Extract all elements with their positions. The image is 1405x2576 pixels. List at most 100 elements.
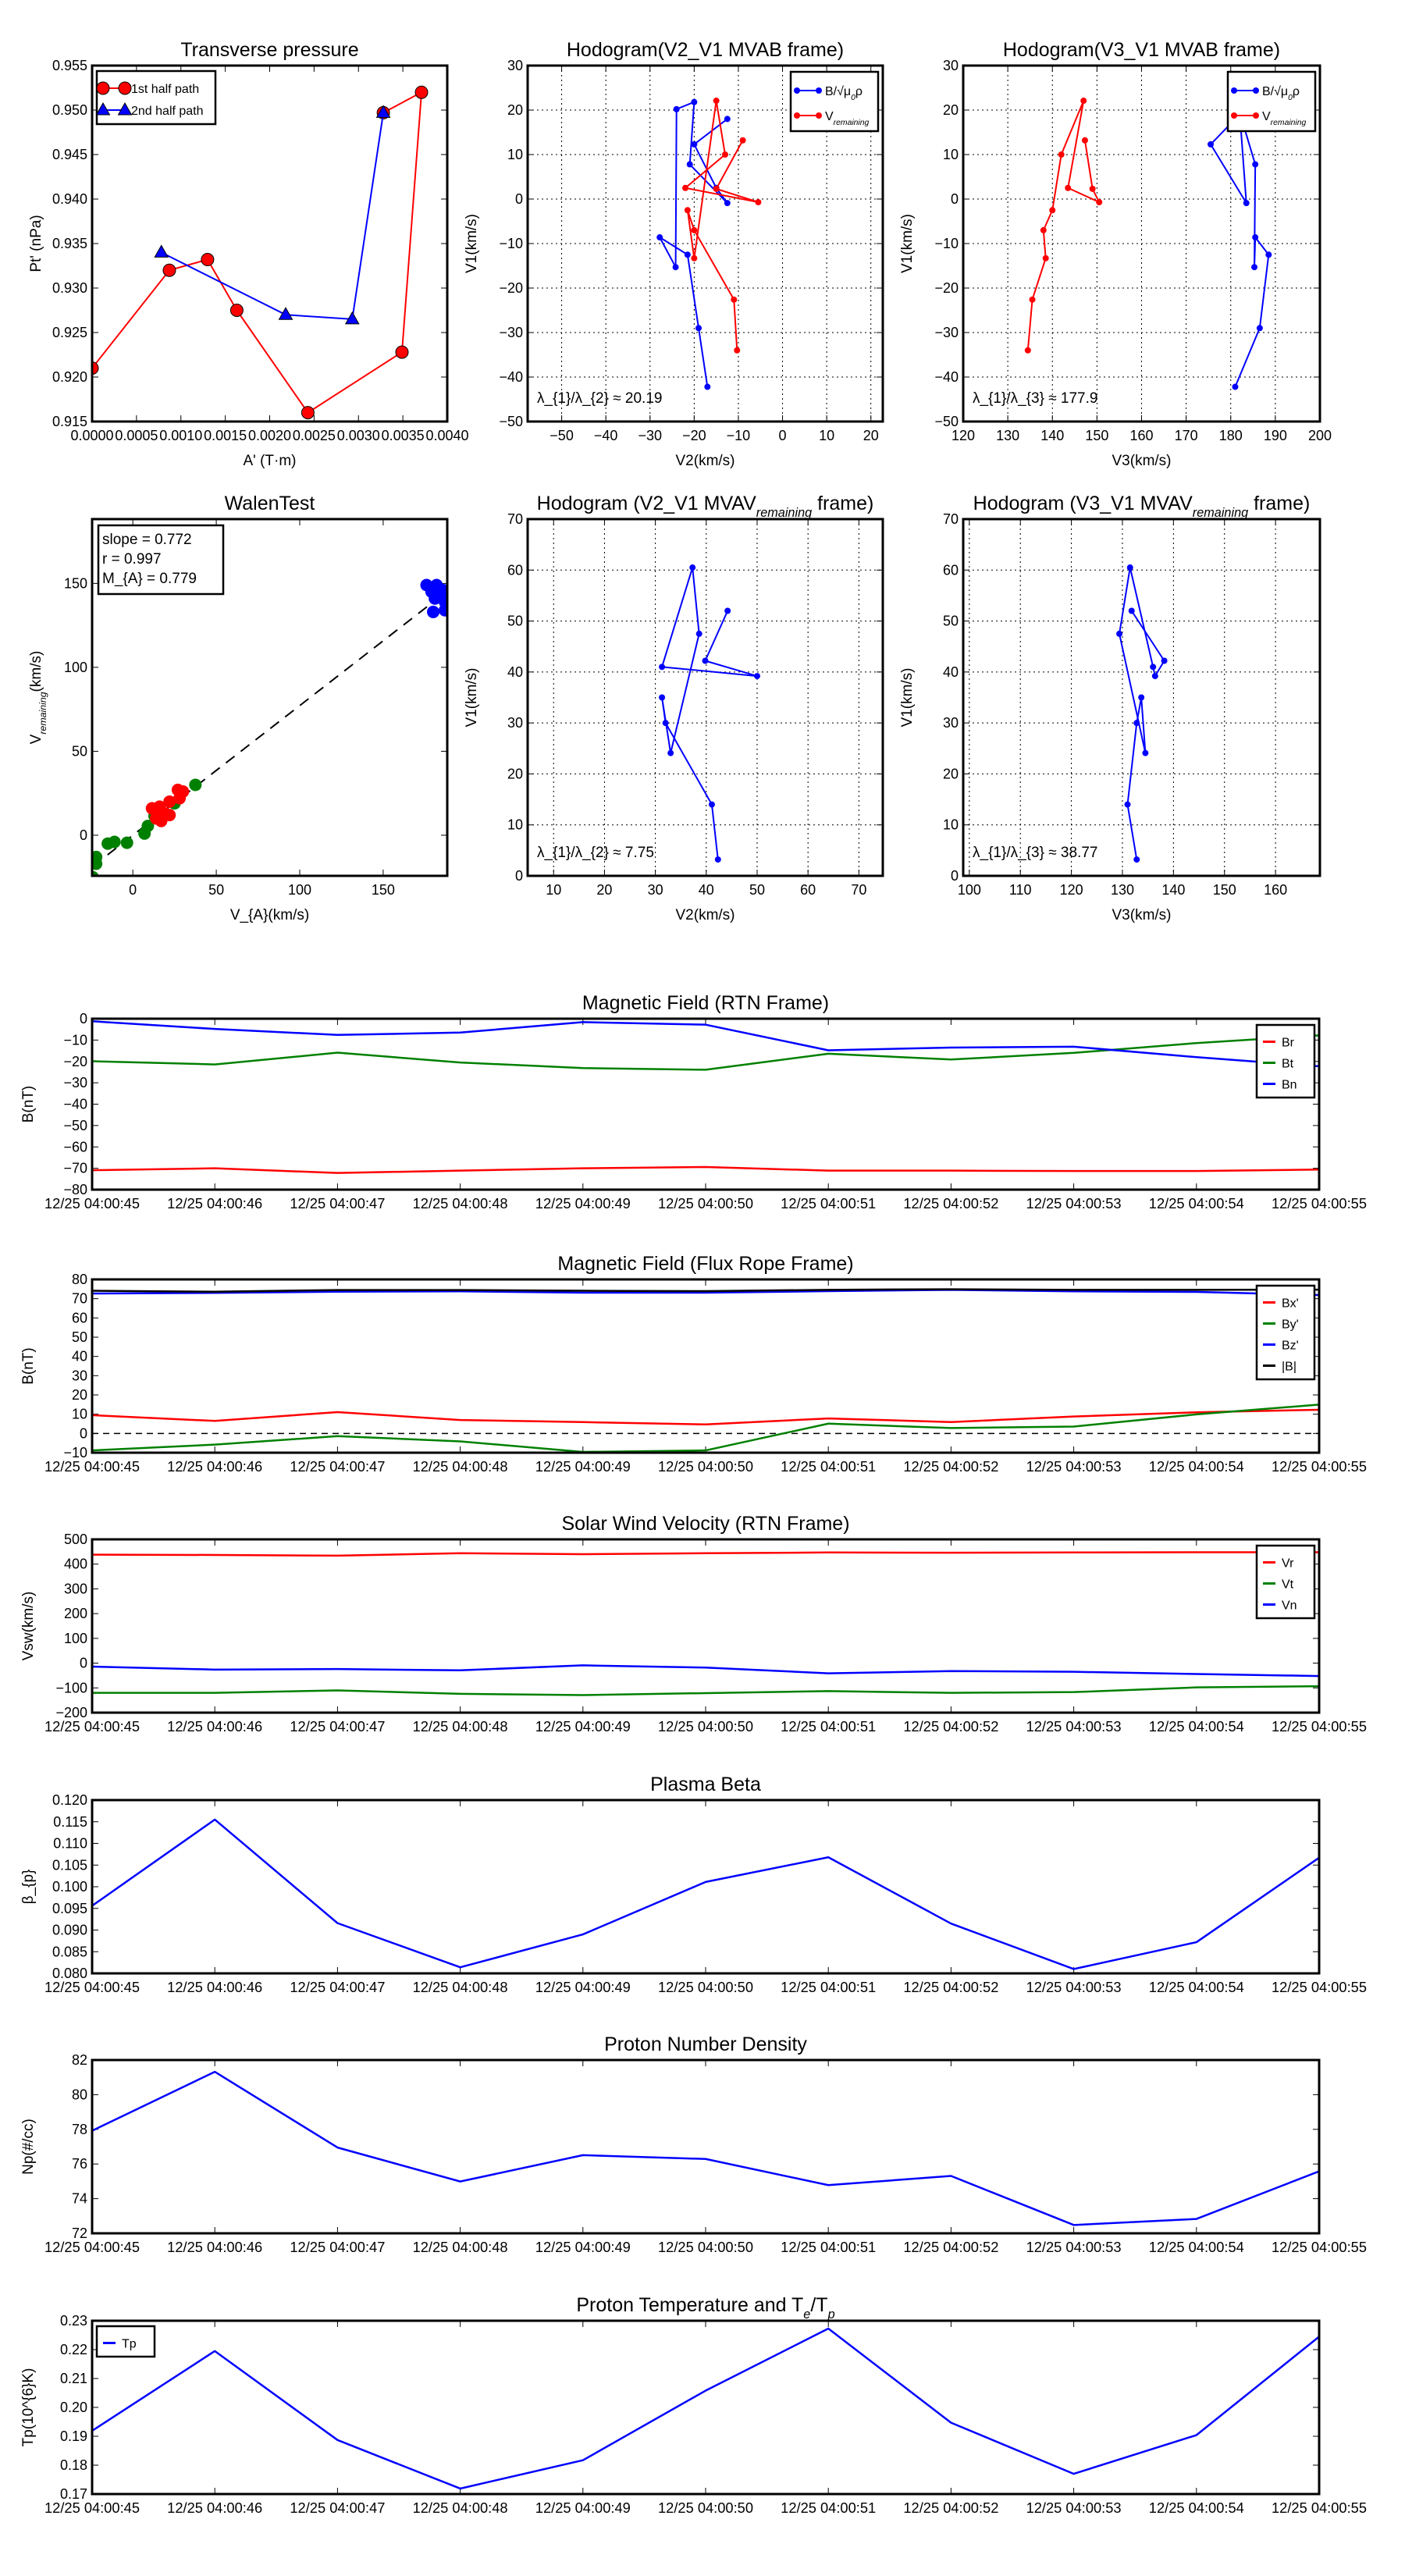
x-tick-label: 12/25 04:00:55	[1272, 1196, 1367, 1212]
x-tick-label: 130	[1111, 882, 1134, 898]
x-tick-label: −20	[682, 428, 706, 443]
data-point	[1243, 200, 1250, 207]
legend-frame	[1255, 1023, 1316, 1099]
axes-frame	[91, 2319, 1321, 2496]
hodogram-v2-mvav-chart: Hodogram (V2_V1 MVAVremaining frame) 10 20…	[464, 493, 884, 923]
x-tick-label: 12/25 04:00:49	[535, 1719, 631, 1735]
legend-item: Tp	[103, 2338, 137, 2351]
data-point	[1089, 185, 1096, 192]
y-tick-label: 60	[943, 562, 959, 578]
legend-label: By'	[1282, 1318, 1299, 1332]
y-tick-label: −50	[934, 414, 959, 429]
hodogram-v2-mvab-chart: Hodogram(V2_V1 MVAB frame) −50 −40 −30 −20 −1…	[464, 39, 884, 469]
plot-area	[92, 2070, 1319, 2226]
legend-marker	[118, 81, 132, 95]
x-tick-label: 12/25 04:00:54	[1149, 1719, 1244, 1735]
legend-item: Bx'	[1263, 1297, 1299, 1311]
x-tick-label: 12/25 04:00:49	[535, 1196, 631, 1212]
data-point	[734, 347, 741, 354]
series-1	[145, 783, 190, 827]
x-tick-label: 12/25 04:00:48	[413, 1196, 508, 1212]
series-by-	[92, 1404, 1319, 1453]
y-tick-label: 60	[507, 562, 523, 578]
x-axis-label: V2(km/s)	[676, 453, 735, 469]
data-point	[176, 785, 190, 799]
data-point	[1042, 254, 1049, 262]
axes-frame	[91, 1278, 1321, 1454]
x-tick-label: 12/25 04:00:54	[1149, 2500, 1244, 2516]
series-0	[92, 1818, 1319, 1970]
series-line	[659, 101, 728, 387]
x-tick-label: 60	[800, 882, 816, 898]
y-tick-label: 0.115	[53, 1814, 87, 1830]
data-point	[662, 720, 669, 727]
y-tick-label: 70	[507, 511, 523, 527]
x-tick-label: 12/25 04:00:46	[167, 1980, 262, 1995]
y-tick-label: 70	[72, 1291, 87, 1307]
x-tick-label: 12/25 04:00:52	[903, 1980, 998, 1995]
legend-marker	[794, 112, 800, 119]
legend-label: Vr	[1282, 1557, 1294, 1571]
x-tick-label: 12/25 04:00:45	[44, 1196, 140, 1212]
y-tick-label: 30	[507, 715, 523, 731]
legend-item: Bz'	[1263, 1340, 1299, 1353]
axes-frame	[962, 64, 1321, 423]
y-tick-label: 30	[943, 715, 959, 731]
legend-label: 1st half path	[131, 83, 199, 96]
y-axis-label: V1(km/s)	[899, 214, 916, 273]
chart-title: Solar Wind Velocity (RTN Frame)	[561, 1513, 849, 1535]
y-tick-label: −20	[934, 280, 959, 296]
y-tick-label: 0.945	[52, 147, 87, 162]
series-br	[92, 1165, 1319, 1174]
chart-title: Plasma Beta	[650, 1774, 761, 1795]
x-tick-label: 200	[1308, 428, 1332, 443]
data-point	[724, 607, 731, 614]
x-tick-label: 100	[288, 882, 311, 898]
legend-marker	[1253, 87, 1259, 94]
walen-test-chart: WalenTest 0 50 100 150 0 50 100 150 V_{A}(km/s) Vr…	[28, 493, 449, 923]
y-tick-label: 60	[72, 1310, 87, 1325]
data-point	[713, 185, 720, 192]
x-tick-label: 12/25 04:00:46	[167, 1459, 262, 1475]
data-point	[1252, 234, 1259, 241]
series-line	[661, 567, 758, 860]
series-line	[161, 112, 385, 320]
y-axis-label: V1(km/s)	[464, 214, 480, 273]
plot-area	[659, 564, 760, 863]
x-tick-label: 170	[1175, 428, 1198, 443]
series-line	[92, 1551, 1319, 1557]
y-tick-label: −200	[55, 1705, 87, 1720]
data-point	[708, 801, 715, 808]
chart-title: Hodogram (V3_V1 MVAVremaining frame)	[973, 493, 1311, 520]
data-point	[684, 251, 691, 258]
eigenvalue-ratio-annotation: λ_{1}/λ_{3} ≈ 38.77	[973, 845, 1097, 861]
legend-label: Vn	[1282, 1599, 1297, 1613]
x-tick-label: 12/25 04:00:53	[1026, 2240, 1122, 2255]
data-point	[667, 749, 674, 756]
y-tick-label: 0.21	[60, 2371, 87, 2386]
legend-label: B/√μ0ρ	[1262, 85, 1300, 102]
data-point	[689, 564, 696, 571]
series-bx-	[92, 1408, 1319, 1425]
y-tick-label: 50	[72, 1329, 87, 1345]
data-point	[1058, 151, 1065, 158]
y-axis-label: Vremaining(km/s)	[28, 651, 48, 745]
y-tick-label: 0.095	[52, 1901, 87, 1916]
legend-item: B/√μ0ρ	[1231, 85, 1300, 102]
x-tick-label: −30	[638, 428, 662, 443]
x-tick-label: 12/25 04:00:55	[1272, 2500, 1367, 2516]
legend-label: Bt	[1282, 1058, 1294, 1071]
data-point	[1150, 664, 1157, 671]
x-tick-label: 12/25 04:00:51	[781, 1459, 876, 1475]
legend-label: |B|	[1282, 1361, 1297, 1374]
x-tick-label: 12/25 04:00:45	[44, 2500, 140, 2516]
y-tick-label: 100	[64, 660, 87, 675]
plot-area	[92, 578, 447, 876]
x-tick-label: 0	[779, 428, 787, 443]
legend-item: Vt	[1263, 1578, 1294, 1592]
legend-label: Vremaining	[825, 110, 870, 127]
legend-item: |B|	[1263, 1361, 1297, 1374]
x-tick-label: 12/25 04:00:53	[1026, 1719, 1122, 1735]
x-tick-label: 12/25 04:00:52	[903, 1459, 998, 1475]
